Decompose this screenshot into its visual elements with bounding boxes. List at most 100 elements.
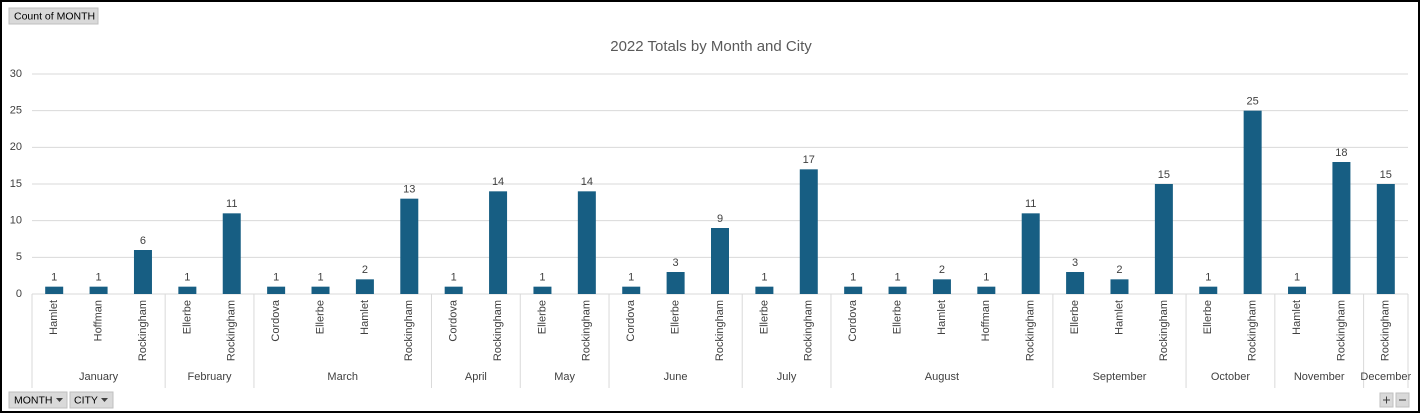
value-label: 15 (1158, 169, 1170, 181)
value-label: 1 (184, 272, 190, 284)
value-label: 17 (803, 154, 815, 166)
x-tick-label: Ellerbe (1202, 300, 1214, 334)
bar (711, 228, 729, 294)
x-tick-label: Ellerbe (314, 300, 326, 334)
value-label: 1 (539, 272, 545, 284)
bar (222, 213, 241, 294)
x-tick-label: Rockingham (403, 300, 415, 361)
x-tick-label: Cordova (448, 299, 460, 341)
bar (932, 279, 951, 294)
value-label: 1 (1205, 272, 1211, 284)
value-label: 1 (894, 272, 900, 284)
value-label: 1 (761, 272, 767, 284)
plus-icon (1383, 396, 1390, 404)
bar (844, 286, 863, 294)
x-tick-label: Rockingham (1025, 300, 1037, 361)
x-tick-label: Rockingham (137, 300, 149, 361)
x-tick-label: Hamlet (359, 300, 371, 335)
x-tick-label: Ellerbe (1069, 300, 1081, 334)
bar (45, 286, 64, 294)
x-tick-label: Cordova (270, 299, 282, 341)
axis-field-button[interactable] (69, 391, 114, 409)
group-label: August (925, 371, 959, 383)
group-label: September (1093, 371, 1147, 383)
value-label: 1 (983, 272, 989, 284)
y-tick-label: 15 (10, 178, 22, 190)
value-label: 18 (1335, 147, 1347, 159)
value-label: 1 (628, 272, 634, 284)
value-label: 1 (96, 272, 102, 284)
value-label: 1 (451, 272, 457, 284)
dropdown-arrow (101, 398, 108, 402)
x-tick-label: Rockingham (581, 300, 593, 361)
values-field-label: Count of MONTH (14, 10, 95, 22)
group-label: April (465, 371, 487, 383)
value-label: 1 (850, 272, 856, 284)
x-tick-label: Cordova (847, 299, 859, 341)
value-label: 11 (1025, 198, 1036, 210)
bar (577, 191, 596, 294)
y-tick-label: 20 (10, 141, 22, 153)
bar (133, 250, 152, 294)
value-label: 14 (581, 176, 593, 188)
x-tick-label: Ellerbe (181, 300, 193, 334)
bar (1376, 184, 1395, 294)
group-label: February (188, 371, 233, 383)
bar (1110, 279, 1129, 294)
value-label: 13 (403, 184, 415, 196)
bar (355, 279, 374, 294)
value-label: 1 (273, 272, 279, 284)
values-field-button[interactable] (8, 7, 99, 25)
y-tick-label: 0 (16, 288, 22, 300)
axis-field-label: CITY (74, 394, 98, 406)
x-tick-label: Rockingham (714, 300, 726, 361)
value-label: 25 (1247, 96, 1259, 108)
bar (178, 286, 197, 294)
bar (977, 286, 996, 294)
axis-field-button[interactable] (8, 391, 68, 409)
value-label: 11 (226, 198, 237, 210)
y-tick-label: 5 (16, 251, 22, 263)
bar (489, 191, 508, 294)
x-tick-label: Hoffman (980, 300, 992, 341)
x-tick-label: Ellerbe (891, 300, 903, 334)
x-tick-label: Rockingham (1335, 300, 1347, 361)
bar (1199, 286, 1218, 294)
bar (444, 286, 463, 294)
dropdown-arrow (56, 398, 63, 402)
group-label: July (777, 371, 797, 383)
group-label: October (1211, 371, 1250, 383)
x-tick-label: Rockingham (803, 300, 815, 361)
value-label: 2 (362, 264, 368, 276)
x-tick-label: Hamlet (1291, 300, 1303, 335)
value-label: 3 (1072, 257, 1078, 269)
value-label: 3 (673, 257, 679, 269)
bar (1332, 162, 1351, 294)
bar (311, 286, 330, 294)
bar (888, 286, 907, 294)
value-label: 2 (939, 264, 945, 276)
value-label: 15 (1380, 169, 1392, 181)
value-label: 1 (1294, 272, 1300, 284)
x-tick-label: Cordova (625, 299, 637, 341)
x-tick-label: Rockingham (492, 300, 504, 361)
value-label: 14 (492, 176, 504, 188)
bar (1243, 110, 1262, 295)
x-tick-label: Rockingham (1247, 300, 1259, 361)
group-label: December (1360, 371, 1411, 383)
group-label: November (1294, 371, 1345, 383)
value-label: 1 (51, 272, 57, 284)
y-tick-label: 30 (10, 68, 22, 80)
bar (1288, 286, 1307, 294)
group-label: May (554, 371, 575, 383)
bar (1021, 213, 1040, 294)
bar (533, 286, 552, 294)
x-tick-label: Hoffman (92, 300, 104, 341)
x-tick-label: Hamlet (1113, 300, 1125, 335)
y-tick-label: 25 (10, 105, 22, 117)
value-label: 2 (1116, 264, 1122, 276)
bar (267, 286, 286, 294)
bar (622, 286, 641, 294)
